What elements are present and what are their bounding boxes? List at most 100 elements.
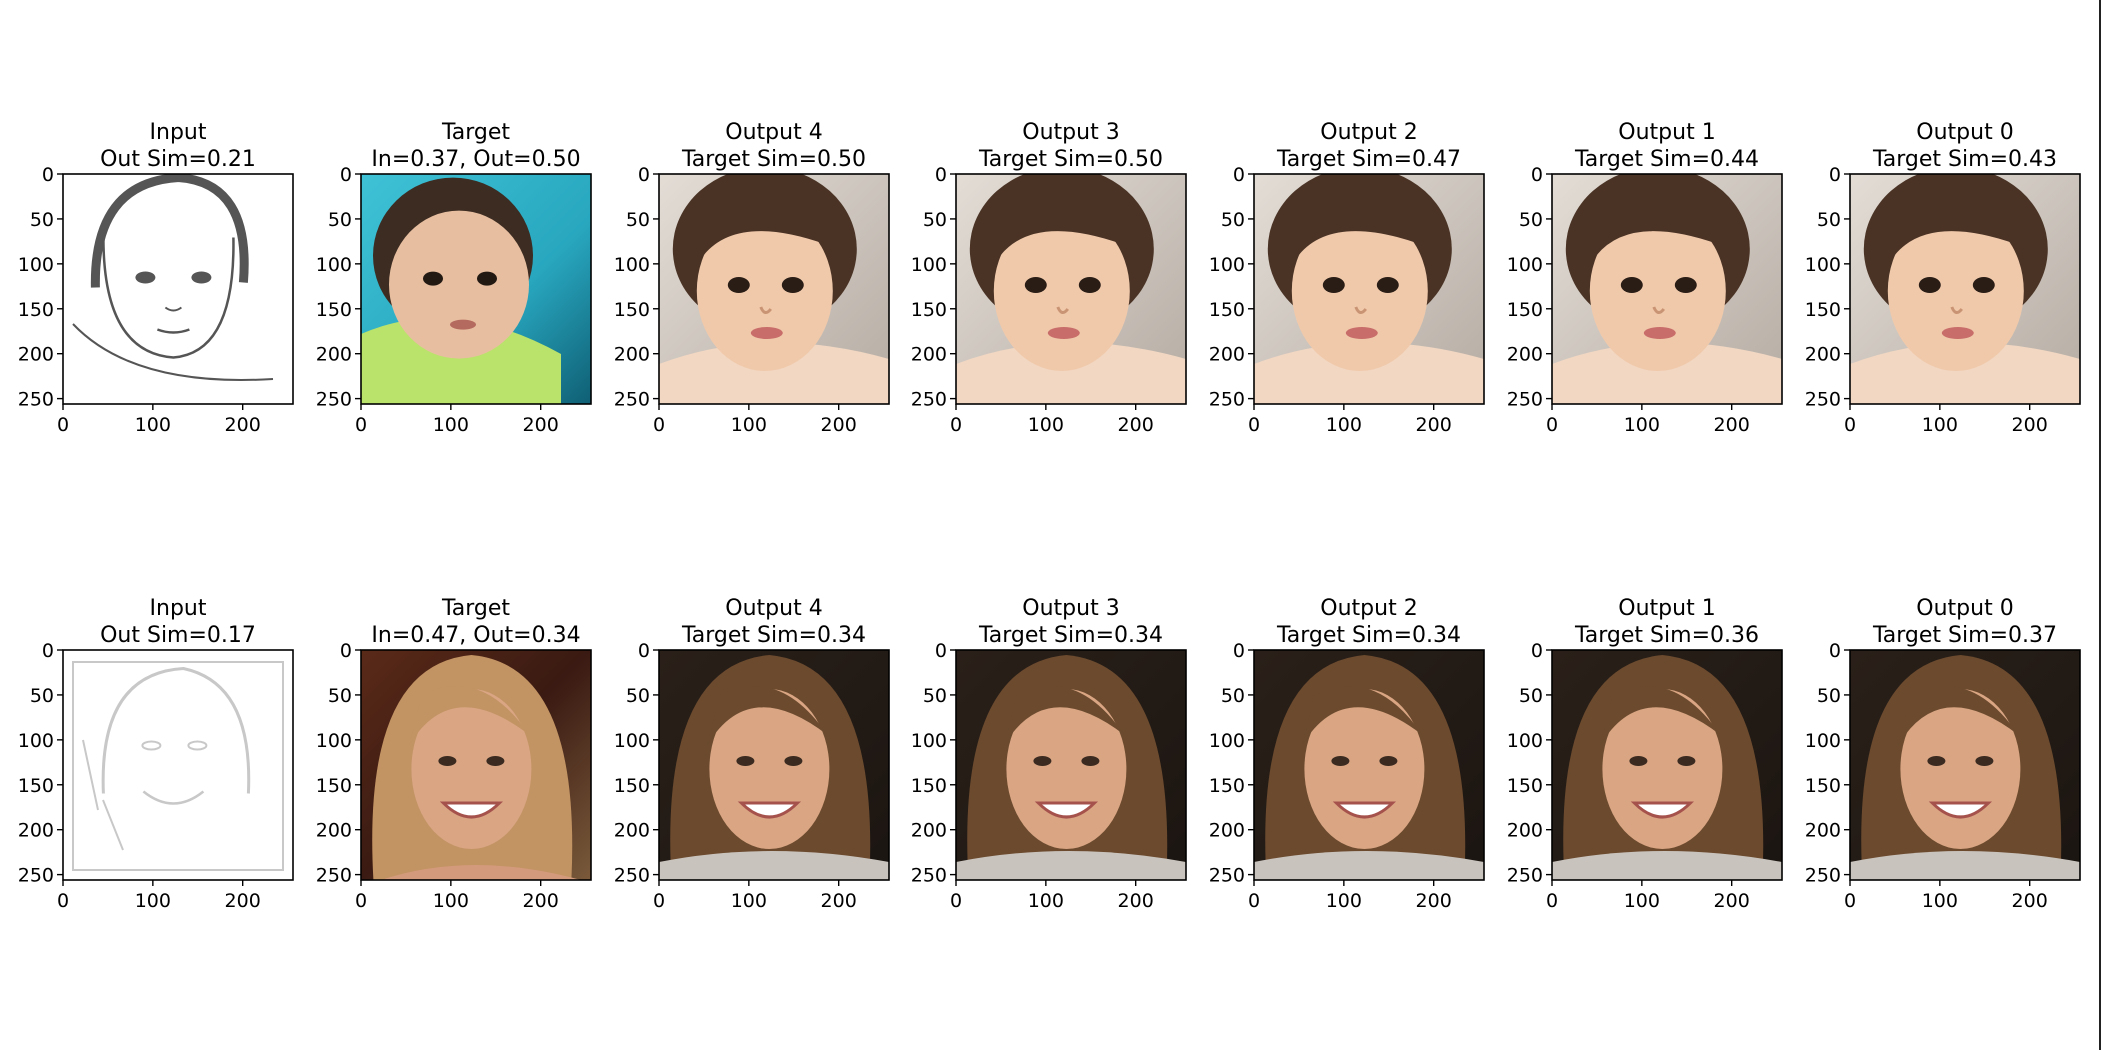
- smile: [1332, 801, 1397, 819]
- smile: [737, 801, 802, 819]
- x-tick-label: 0: [653, 414, 665, 436]
- y-tick-label: 0: [638, 640, 650, 662]
- x-tick-label: 100: [433, 414, 469, 436]
- shirt: [659, 342, 889, 404]
- y-tick-label: 50: [1519, 685, 1543, 707]
- left-eye: [1322, 277, 1345, 293]
- x-tick-label: 0: [1844, 414, 1856, 436]
- y-tick-label: 250: [1507, 865, 1543, 887]
- face: [389, 210, 529, 359]
- y-tick-label: 100: [316, 730, 352, 752]
- y-tick-label: 0: [1531, 640, 1543, 662]
- mouth: [1345, 327, 1378, 339]
- x-tick-label: 100: [1624, 414, 1660, 436]
- smile: [1928, 801, 1993, 819]
- panel-image: [1552, 174, 1782, 404]
- y-tick-label: 50: [626, 685, 650, 707]
- left-eye: [1024, 277, 1047, 293]
- nose: [1056, 306, 1069, 314]
- x-tick-label: 100: [1028, 414, 1064, 436]
- y-tick-label: 50: [30, 209, 54, 231]
- panel-title-line2: In=0.37, Out=0.50: [371, 147, 580, 172]
- panel-title-line2: Target Sim=0.36: [1574, 623, 1759, 648]
- sketch-right-eye: [187, 740, 208, 751]
- sketch-frame: [72, 661, 284, 871]
- axes-frame: [360, 173, 592, 405]
- x-tick-label: 200: [2012, 414, 2048, 436]
- y-tick-label: 0: [638, 164, 650, 186]
- smile: [1630, 801, 1695, 819]
- right-eye: [1081, 756, 1100, 766]
- x-tick-label: 0: [950, 890, 962, 912]
- x-tick-label: 200: [1714, 890, 1750, 912]
- panel-title-line2: Out Sim=0.17: [100, 623, 256, 648]
- x-tick-label: 0: [355, 414, 367, 436]
- bangs: [1885, 208, 2016, 269]
- x-tick-label: 100: [1922, 890, 1958, 912]
- panel-title-line2: Target Sim=0.44: [1574, 147, 1759, 172]
- axes-frame: [955, 649, 1187, 881]
- y-tick-label: 150: [1209, 299, 1245, 321]
- y-tick-label: 250: [1805, 389, 1841, 411]
- y-tick-label: 250: [1209, 865, 1245, 887]
- panel-title-line1: Output 0: [1916, 596, 2013, 621]
- panel-image: [63, 650, 293, 880]
- panel-image: [956, 650, 1186, 880]
- y-tick-label: 0: [1531, 164, 1543, 186]
- panel-image: [361, 650, 591, 880]
- y-tick-label: 150: [1805, 775, 1841, 797]
- right-eye: [1975, 756, 1994, 766]
- x-tick-label: 200: [1714, 414, 1750, 436]
- y-tick-label: 50: [1519, 209, 1543, 231]
- mouth: [1643, 327, 1676, 339]
- right-eye: [477, 271, 497, 286]
- sketch-shoulders: [72, 323, 274, 381]
- left-eye: [727, 277, 750, 293]
- y-tick-label: 150: [18, 775, 54, 797]
- y-tick-label: 0: [1233, 640, 1245, 662]
- panel-title-line1: Target: [441, 596, 510, 621]
- x-tick-label: 0: [1546, 414, 1558, 436]
- x-tick-label: 200: [821, 890, 857, 912]
- face: [1900, 689, 2021, 849]
- axes-frame: [1551, 173, 1783, 405]
- x-tick-label: 200: [1416, 890, 1452, 912]
- axes-frame: [955, 173, 1187, 405]
- shirt: [956, 342, 1186, 404]
- bangs: [409, 686, 530, 745]
- x-tick-label: 0: [57, 890, 69, 912]
- y-tick-label: 150: [614, 775, 650, 797]
- panel-title-line2: Target Sim=0.50: [681, 147, 866, 172]
- y-tick-label: 0: [42, 164, 54, 186]
- right-edge-line: [2099, 0, 2101, 1050]
- panel-title-line2: In=0.47, Out=0.34: [371, 623, 580, 648]
- nose: [759, 306, 772, 314]
- mouth: [1941, 327, 1974, 339]
- face: [993, 211, 1130, 371]
- y-tick-label: 150: [614, 299, 650, 321]
- y-tick-label: 100: [1507, 730, 1543, 752]
- left-eye: [1033, 756, 1052, 766]
- y-tick-label: 100: [316, 254, 352, 276]
- y-tick-label: 200: [911, 820, 947, 842]
- x-tick-label: 100: [1624, 890, 1660, 912]
- panel-title-line2: Target Sim=0.34: [1276, 623, 1461, 648]
- panel-title-line1: Output 3: [1022, 120, 1119, 145]
- y-tick-label: 100: [911, 730, 947, 752]
- right-eye: [1677, 756, 1696, 766]
- x-tick-label: 200: [1118, 890, 1154, 912]
- left-eye: [1927, 756, 1946, 766]
- y-tick-label: 0: [935, 164, 947, 186]
- left-eye: [1629, 756, 1648, 766]
- y-tick-label: 50: [626, 209, 650, 231]
- y-tick-label: 0: [42, 640, 54, 662]
- x-tick-label: 0: [950, 414, 962, 436]
- bangs: [707, 686, 828, 745]
- left-eye: [1331, 756, 1350, 766]
- left-eye: [438, 756, 457, 766]
- x-tick-label: 200: [225, 414, 261, 436]
- face: [1291, 211, 1428, 371]
